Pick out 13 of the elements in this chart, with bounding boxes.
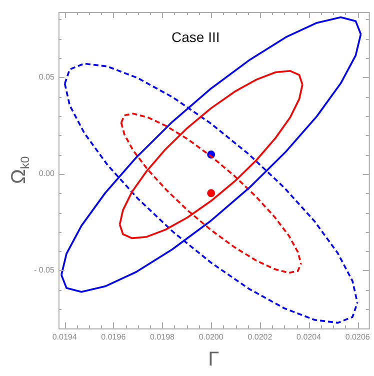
x-axis-title: Γ	[208, 348, 220, 371]
text: Case III	[172, 28, 220, 45]
y-axis-title: Ωk0	[8, 156, 32, 184]
y-tick-label: 0.05	[38, 72, 55, 82]
y-tick-label: - 0.05	[34, 266, 55, 275]
y-tick-label: 0.00	[38, 169, 55, 178]
x-tick-label: 0.0204	[296, 332, 322, 342]
x-tick-label: 0.0196	[101, 332, 126, 342]
x-tick-label: 0.0200	[198, 332, 224, 342]
x-tick-label: 0.0206	[345, 332, 370, 342]
x-tick-label: 0.0198	[150, 332, 176, 342]
x-tick-label: 0.0194	[52, 332, 78, 342]
x-tick-label: 0.0202	[248, 332, 273, 342]
